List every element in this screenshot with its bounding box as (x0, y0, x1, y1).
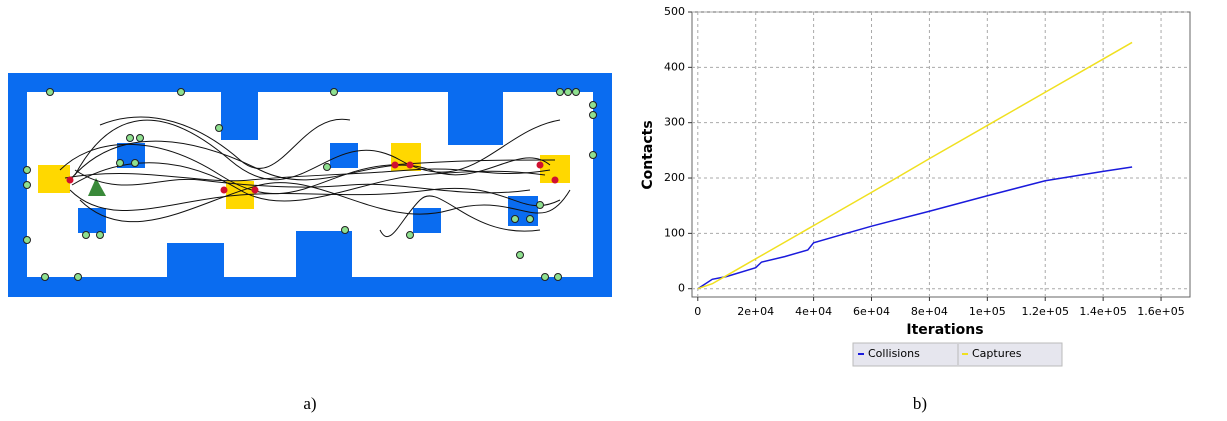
plot-frame (692, 12, 1190, 297)
y-tick-label: 0 (678, 282, 685, 295)
panel-label: b) (913, 394, 927, 413)
y-tick-label: 200 (664, 171, 685, 184)
x-tick-label: 0 (694, 305, 701, 318)
y-tick-label: 400 (664, 60, 685, 73)
x-tick-label: 1.2e+05 (1021, 305, 1068, 318)
panel-label: a) (303, 394, 316, 413)
x-tick-label: 6e+04 (853, 305, 890, 318)
series-line (698, 167, 1132, 289)
figure: a) b) Iterations Contacts 0 2e+04 4e+04 6e+… (0, 0, 1227, 417)
x-axis-title: Iterations (906, 322, 983, 338)
y-axis-title: Contacts (640, 120, 656, 189)
x-tick-label: 2e+04 (737, 305, 774, 318)
y-tick-label: 500 (664, 5, 685, 18)
x-tick-label: 1.6e+05 (1137, 305, 1184, 318)
map (8, 73, 612, 297)
x-tick-label: 1.4e+05 (1079, 305, 1126, 318)
x-tick-label: 4e+04 (795, 305, 832, 318)
y-tick-label: 100 (664, 226, 685, 239)
x-tick-label: 8e+04 (911, 305, 948, 318)
series-line (698, 42, 1132, 288)
legend-label: Collisions (868, 347, 920, 360)
x-tick-label: 1e+05 (969, 305, 1006, 318)
legend-label: Captures (972, 347, 1022, 360)
y-tick-label: 300 (664, 116, 685, 129)
